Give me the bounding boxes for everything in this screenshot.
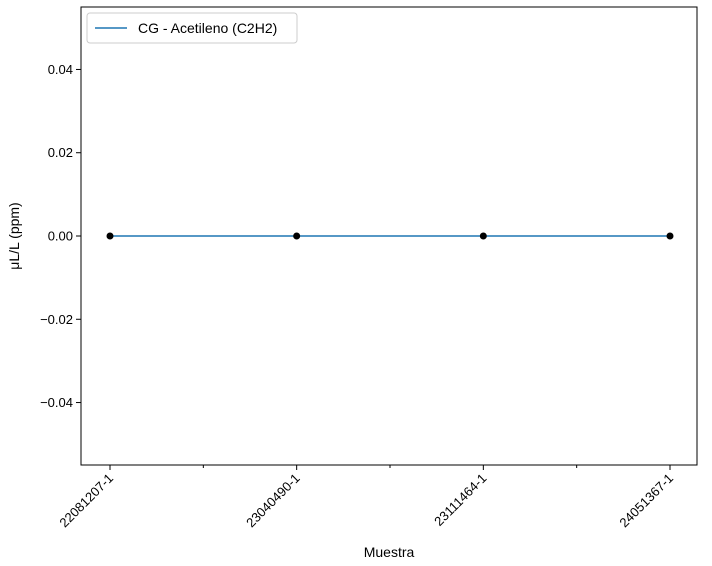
y-tick-label: 0.00	[48, 229, 73, 244]
y-tick-label: −0.04	[40, 395, 73, 410]
data-point	[479, 232, 487, 240]
legend-entry-label: CG - Acetileno (C2H2)	[138, 20, 277, 36]
data-point	[666, 232, 674, 240]
series-layer	[106, 232, 674, 240]
data-point	[293, 232, 301, 240]
y-tick-label: 0.02	[48, 145, 73, 160]
y-axis: −0.04 −0.02 0.00 0.02 0.04	[40, 62, 81, 410]
data-point	[106, 232, 114, 240]
y-tick-label: 0.04	[48, 62, 73, 77]
legend-box	[86, 12, 298, 44]
legend: CG - Acetileno (C2H2)	[86, 12, 298, 44]
y-axis-label: μL/L (ppm)	[6, 202, 22, 269]
y-tick-label: −0.02	[40, 312, 73, 327]
x-axis-label: Muestra	[364, 544, 415, 560]
